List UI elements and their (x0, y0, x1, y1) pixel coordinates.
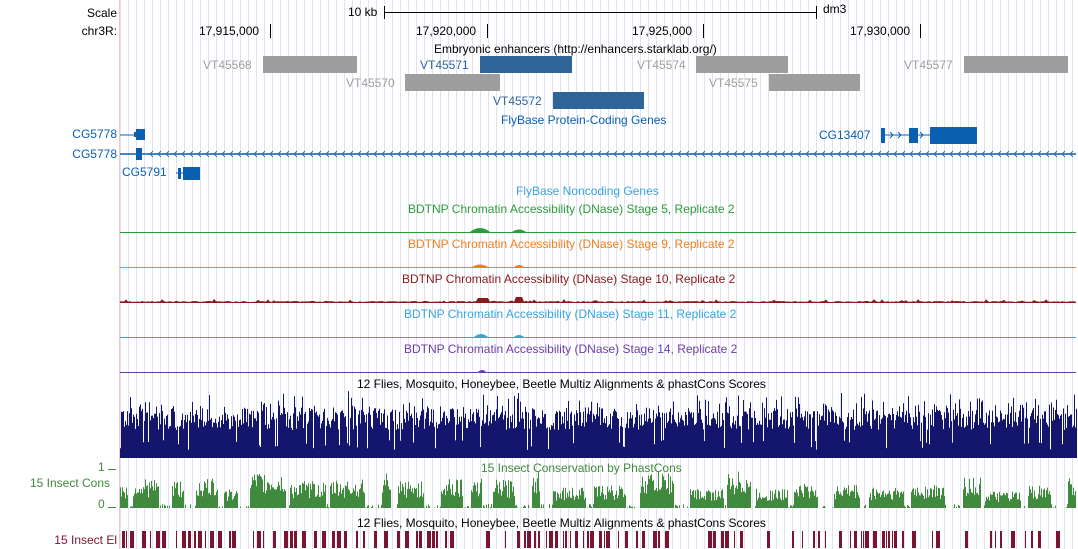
enhancer-label[interactable]: VT45575 (709, 76, 758, 90)
dnase-stage5-baseline (120, 232, 1076, 233)
exon (136, 148, 142, 160)
enhancer-label[interactable]: VT45571 (420, 58, 469, 72)
dnase-peaks (474, 334, 524, 337)
dnase-stage14-baseline (120, 372, 1076, 373)
track-label-gutter (0, 0, 119, 549)
scale-bar-left-tick (384, 6, 385, 19)
ruler-tick (703, 24, 704, 38)
cons-axis-max-tick (108, 469, 116, 470)
enhancer-label[interactable]: VT45568 (203, 58, 252, 72)
ruler-tick (487, 24, 488, 38)
gene-label-cg13407[interactable]: CG13407 (819, 128, 871, 142)
dnase-stage10-title: BDTNP Chromatin Accessibility (DNase) St… (402, 272, 736, 286)
dnase-stage10-baseline (120, 302, 1076, 303)
strand-arrows (889, 131, 924, 139)
dnase-stage9-title: BDTNP Chromatin Accessibility (DNase) St… (408, 237, 735, 251)
enhancer-label[interactable]: VT45577 (904, 58, 953, 72)
ruler-position: 17,920,000 (416, 24, 477, 38)
cons-side-label[interactable]: 15 Insect Cons (29, 476, 110, 490)
dnase-peaks (478, 370, 486, 372)
dnase-stage10-signal (120, 297, 1076, 302)
gene-side-label-cg5778[interactable]: CG5778 (72, 147, 117, 161)
ruler-position: 17,925,000 (632, 24, 693, 38)
multiz-signal (120, 391, 1077, 458)
dnase-peaks (472, 264, 524, 267)
dnase-stage14-title: BDTNP Chromatin Accessibility (DNase) St… (404, 342, 738, 356)
cons-signal (120, 471, 1076, 508)
cons-axis-min-tick (108, 507, 116, 508)
ruler-tick (270, 24, 271, 38)
dnase-stage5-title: BDTNP Chromatin Accessibility (DNase) St… (408, 202, 735, 216)
protein-genes-track-title: FlyBase Protein-Coding Genes (501, 113, 667, 127)
exon (930, 127, 977, 144)
dnase-stage11-title: BDTNP Chromatin Accessibility (DNase) St… (404, 307, 737, 321)
enhancer-feature[interactable] (263, 56, 357, 73)
enhancer-label[interactable]: VT45570 (346, 76, 395, 90)
enhancer-feature[interactable] (769, 74, 860, 91)
dnase-stage9-baseline (120, 267, 1076, 268)
scale-bar (384, 12, 816, 13)
scale-label: Scale (86, 6, 117, 20)
elements-signal (122, 531, 1060, 548)
exon (178, 168, 181, 179)
enhancer-feature[interactable] (405, 74, 500, 91)
ruler-tick (920, 24, 921, 38)
cons-axis-max: 1 (98, 460, 105, 474)
gene-models[interactable] (120, 127, 1076, 180)
gene-side-label-cg5778[interactable]: CG5778 (72, 127, 117, 141)
enhancer-feature[interactable] (480, 56, 572, 73)
enhancers-track-title: Embryonic enhancers (http://enhancers.st… (434, 42, 717, 56)
assembly-label: dm3 (823, 2, 847, 16)
enhancer-label[interactable]: VT45572 (493, 94, 542, 108)
exon (909, 128, 918, 143)
enhancer-feature[interactable] (696, 56, 788, 73)
gutter-divider (119, 0, 120, 549)
multiz-track-title: 12 Flies, Mosquito, Honeybee, Beetle Mul… (357, 377, 766, 391)
gene-label-cg5791[interactable]: CG5791 (122, 165, 167, 179)
ruler-position: 17,915,000 (199, 24, 260, 38)
noncoding-track-title: FlyBase Noncoding Genes (516, 184, 659, 198)
cons-axis-min: 0 (98, 497, 105, 511)
elements-side-label[interactable]: 15 Insect El (54, 533, 117, 547)
scale-bar-label: 10 kb (348, 5, 378, 19)
exon (136, 129, 145, 140)
scale-bar-right-tick (816, 6, 817, 19)
exon (183, 167, 200, 180)
elements-track-title: 12 Flies, Mosquito, Honeybee, Beetle Mul… (357, 516, 766, 530)
dnase-peaks (470, 228, 526, 232)
strand-arrows (149, 150, 1074, 158)
ruler-position: 17,930,000 (850, 24, 911, 38)
enhancer-label[interactable]: VT45574 (637, 58, 686, 72)
dnase-stage11-baseline (120, 337, 1076, 338)
chrom-label: chr3R: (81, 24, 117, 38)
cons-track-title: 15 Insect Conservation by PhastCons (481, 461, 682, 475)
enhancer-feature[interactable] (553, 92, 644, 109)
exon (881, 128, 885, 143)
enhancer-feature[interactable] (964, 56, 1068, 73)
